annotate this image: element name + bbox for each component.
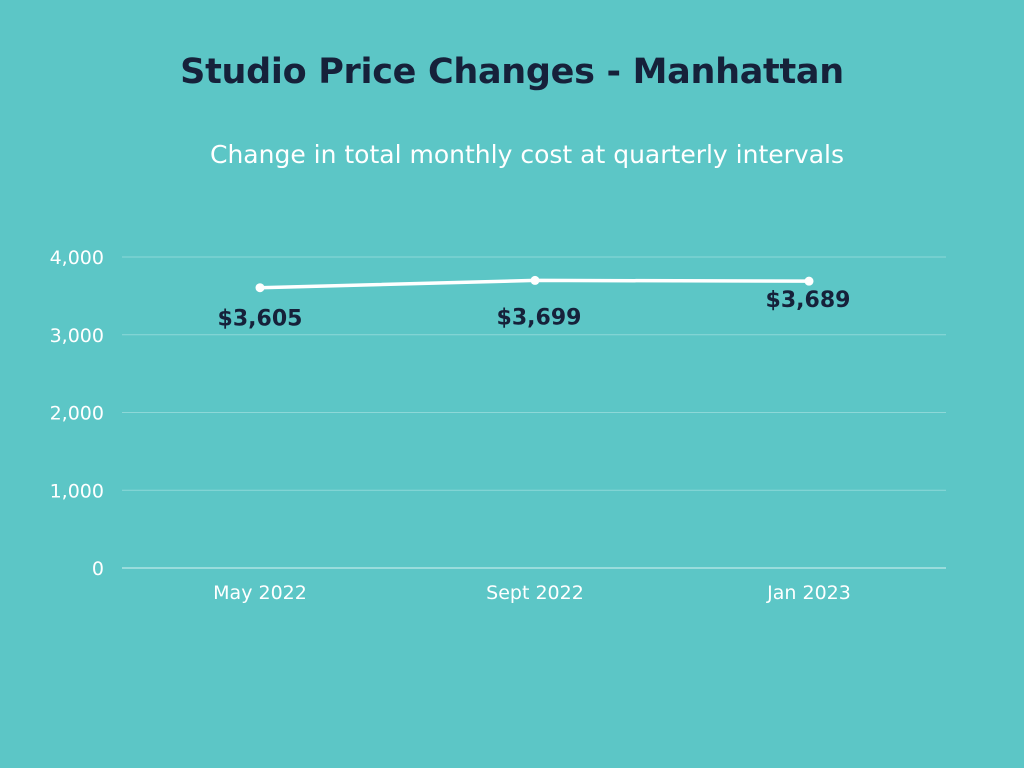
data-labels: $3,605 $3,699 $3,689	[218, 288, 851, 332]
x-tick-label: Jan 2023	[766, 582, 851, 604]
data-point	[804, 276, 814, 286]
y-tick-label: 2,000	[50, 403, 104, 425]
data-point	[255, 283, 265, 293]
data-label: $3,689	[766, 288, 851, 313]
chart-title: Studio Price Changes - Manhattan	[180, 52, 844, 92]
x-tick-label: Sept 2022	[486, 582, 584, 604]
data-label: $3,699	[497, 305, 582, 330]
grid-layer	[122, 256, 946, 569]
y-tick-label: 4,000	[50, 247, 104, 269]
x-tick-label: May 2022	[213, 582, 307, 604]
y-tick-label: 3,000	[50, 325, 104, 347]
series-layer	[255, 275, 814, 293]
chart-subtitle: Change in total monthly cost at quarterl…	[209, 140, 845, 169]
y-tick-label: 0	[92, 558, 104, 580]
x-axis-ticks: May 2022 Sept 2022 Jan 2023	[213, 582, 851, 604]
y-axis-ticks: 0 1,000 2,000 3,000 4,000	[50, 247, 104, 580]
data-label: $3,605	[218, 307, 303, 332]
y-tick-label: 1,000	[50, 480, 104, 502]
data-point	[530, 275, 540, 285]
